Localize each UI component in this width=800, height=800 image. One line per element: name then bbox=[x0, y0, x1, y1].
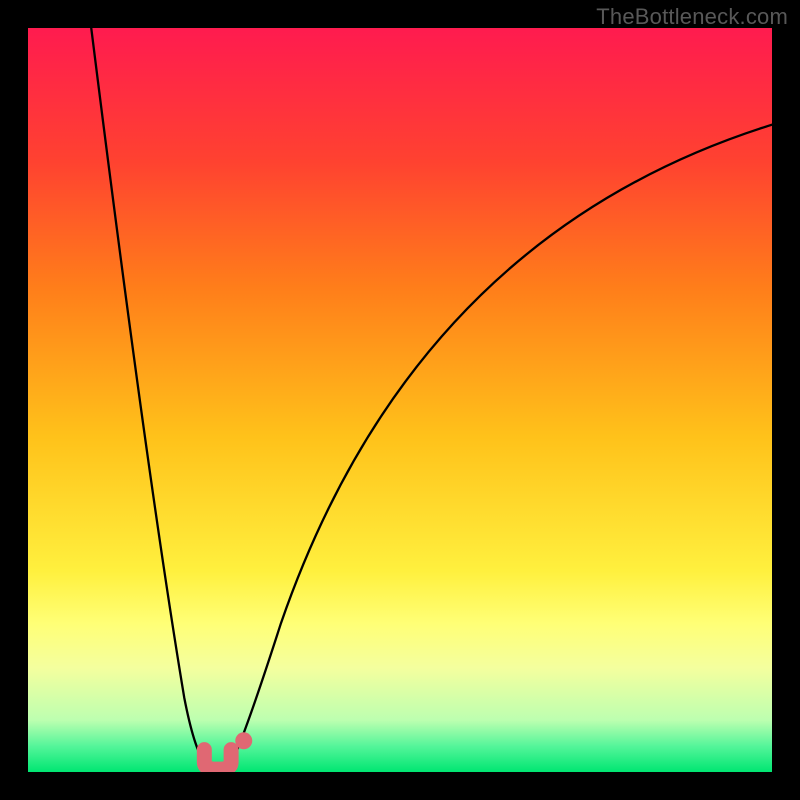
dip-marker-dot bbox=[235, 732, 252, 749]
chart-svg bbox=[28, 28, 772, 772]
watermark-label: TheBottleneck.com bbox=[596, 4, 788, 30]
plot-area bbox=[28, 28, 772, 772]
chart-container: TheBottleneck.com bbox=[0, 0, 800, 800]
